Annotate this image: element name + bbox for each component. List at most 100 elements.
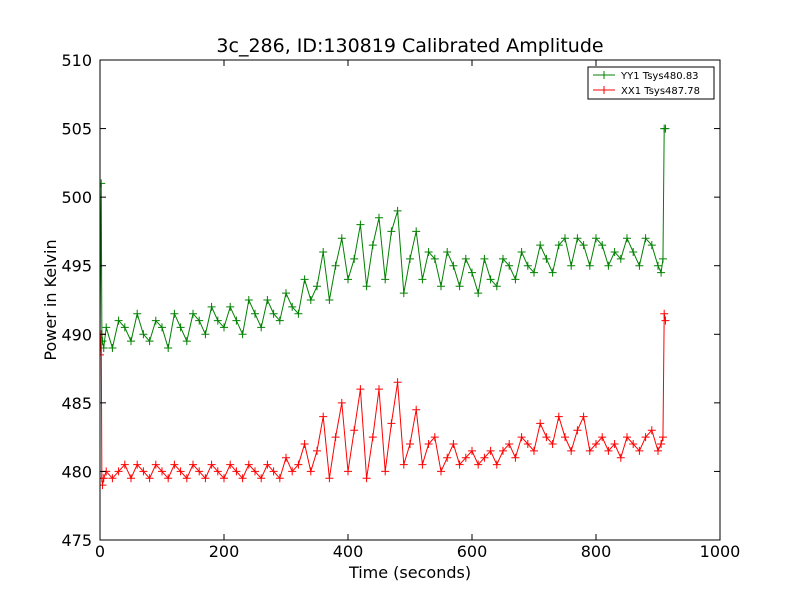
data-point bbox=[610, 440, 619, 448]
data-point bbox=[127, 337, 135, 346]
data-point bbox=[344, 275, 352, 284]
x-tick-label: 400 bbox=[333, 542, 364, 561]
data-point bbox=[437, 467, 445, 476]
data-point bbox=[182, 474, 191, 483]
x-tick-label: 600 bbox=[457, 542, 488, 561]
legend: YY1 Tsys480.83 XX1 Tsys487.78 bbox=[587, 66, 715, 100]
data-point bbox=[362, 282, 371, 291]
data-point bbox=[195, 316, 204, 325]
axes: 0 200 400 600 800 1000 475 480 485 490 495 500 505 51… bbox=[61, 51, 740, 561]
data-point bbox=[300, 275, 309, 284]
y-tick-label: 480 bbox=[61, 462, 92, 481]
data-point bbox=[344, 467, 352, 476]
data-point bbox=[145, 474, 154, 483]
data-point bbox=[412, 405, 421, 414]
data-point bbox=[437, 282, 445, 291]
data-point bbox=[579, 412, 588, 421]
data-point bbox=[127, 474, 135, 483]
data-point bbox=[100, 337, 107, 346]
data-point bbox=[641, 234, 650, 243]
data-point bbox=[133, 309, 142, 318]
data-point bbox=[207, 302, 216, 311]
data-point bbox=[282, 453, 290, 462]
data-point bbox=[616, 254, 625, 263]
data-point bbox=[220, 474, 228, 483]
data-point bbox=[554, 241, 563, 250]
data-point bbox=[424, 440, 433, 448]
y-tick-label: 475 bbox=[61, 531, 92, 550]
data-point bbox=[474, 289, 483, 298]
data-point bbox=[213, 316, 222, 325]
data-point bbox=[288, 302, 297, 311]
x-tick-label: 1000 bbox=[700, 542, 741, 561]
legend-marker bbox=[600, 71, 608, 79]
data-point bbox=[499, 254, 507, 263]
data-point bbox=[492, 282, 501, 291]
data-point bbox=[424, 248, 433, 256]
data-point bbox=[282, 289, 290, 298]
data-point bbox=[170, 309, 179, 318]
data-point bbox=[635, 446, 644, 455]
data-point bbox=[133, 460, 142, 469]
data-point bbox=[579, 241, 588, 250]
data-point bbox=[145, 337, 154, 346]
data-point bbox=[412, 227, 421, 236]
data-point bbox=[368, 241, 377, 250]
data-point bbox=[480, 254, 489, 263]
data-point bbox=[517, 248, 526, 256]
data-point bbox=[319, 248, 328, 256]
data-point bbox=[251, 467, 259, 476]
data-point bbox=[623, 234, 631, 243]
data-point bbox=[313, 282, 321, 291]
data-point bbox=[294, 460, 303, 469]
data-point bbox=[325, 474, 334, 483]
data-point bbox=[443, 453, 452, 462]
data-point bbox=[263, 460, 272, 469]
data-point bbox=[567, 261, 576, 270]
data-point bbox=[325, 296, 334, 304]
data-point bbox=[226, 302, 235, 311]
data-point bbox=[164, 474, 173, 483]
data-point bbox=[585, 446, 594, 455]
data-point bbox=[406, 254, 414, 263]
data-point bbox=[244, 296, 253, 304]
data-point bbox=[629, 248, 638, 256]
data-point bbox=[635, 261, 644, 270]
data-point bbox=[220, 323, 228, 332]
y-tick-label: 485 bbox=[61, 394, 92, 413]
y-tick-label: 510 bbox=[61, 51, 92, 70]
plot-area bbox=[100, 124, 670, 490]
data-point bbox=[306, 467, 315, 476]
data-point bbox=[548, 268, 557, 277]
plot-frame bbox=[99, 59, 721, 541]
data-point bbox=[158, 323, 166, 332]
data-point bbox=[604, 261, 613, 270]
data-point bbox=[151, 316, 160, 325]
data-point bbox=[536, 241, 545, 250]
y-tick-label: 490 bbox=[61, 325, 92, 344]
data-point bbox=[120, 460, 129, 469]
data-point bbox=[300, 440, 309, 448]
data-point bbox=[114, 467, 123, 476]
data-point bbox=[567, 446, 576, 455]
data-point bbox=[660, 309, 669, 318]
data-point bbox=[120, 323, 129, 332]
data-point bbox=[523, 440, 532, 448]
data-point bbox=[350, 426, 359, 435]
data-point bbox=[443, 248, 452, 256]
data-point bbox=[430, 254, 439, 263]
data-point bbox=[269, 309, 278, 318]
data-point bbox=[164, 344, 173, 352]
data-point bbox=[592, 440, 600, 448]
data-point bbox=[616, 453, 625, 462]
data-point bbox=[275, 474, 284, 483]
data-point bbox=[331, 261, 340, 270]
data-point bbox=[375, 385, 383, 394]
data-point bbox=[375, 213, 383, 222]
data-point bbox=[232, 467, 241, 476]
data-point bbox=[530, 268, 538, 277]
data-point bbox=[213, 467, 222, 476]
data-point bbox=[505, 261, 514, 270]
series-1 bbox=[100, 124, 670, 352]
data-point bbox=[468, 268, 476, 277]
